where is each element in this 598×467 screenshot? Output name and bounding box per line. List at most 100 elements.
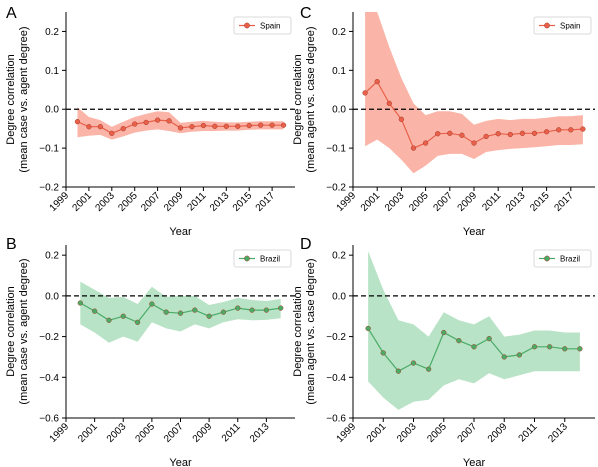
data-point: [422, 140, 429, 146]
legend: Brazil: [533, 249, 592, 268]
data-point: [192, 307, 198, 313]
x-tick-label: 2003: [93, 190, 117, 214]
x-tick-label: 2007: [431, 190, 455, 214]
x-tick-label: 2007: [139, 190, 163, 214]
x-tick-label: 2011: [186, 190, 209, 213]
y-tick-label: 0.2: [45, 27, 59, 38]
data-point: [212, 123, 218, 129]
legend-label: Spain: [260, 22, 280, 31]
legend-marker: [244, 22, 250, 29]
x-tick-label: 2011: [517, 421, 540, 444]
legend-box: [233, 249, 292, 268]
data-point: [395, 368, 402, 374]
x-tick-label: 2005: [133, 421, 157, 445]
y-axis-label: Degree correlation: [5, 54, 17, 145]
x-tick-label: 2009: [191, 421, 215, 445]
x-tick-label: 2007: [162, 421, 186, 445]
data-point: [447, 130, 453, 136]
confidence-band: [365, 12, 583, 174]
y-tick-label: −0.6: [326, 414, 346, 425]
y-axis-label: Degree correlation: [292, 286, 304, 377]
data-point: [471, 344, 477, 350]
x-tick-label: 2017: [552, 190, 576, 214]
x-tick-label: 2001: [71, 190, 95, 214]
x-tick-label: 2013: [208, 190, 232, 214]
y-tick-label: 0.0: [332, 291, 346, 302]
data-point: [459, 132, 465, 138]
data-point: [109, 130, 115, 136]
data-point: [258, 122, 264, 128]
data-point: [495, 131, 501, 137]
x-tick-label: 2011: [480, 190, 503, 213]
y-tick-label: 0.1: [45, 66, 59, 77]
x-axis-label: Year: [169, 226, 192, 238]
x-tick-label: 2001: [76, 421, 100, 445]
x-tick-label: 2003: [383, 190, 407, 214]
x-tick-label: 2013: [504, 190, 528, 214]
legend-box: [533, 16, 592, 35]
y-tick-label: 0.1: [332, 66, 346, 77]
data-point: [456, 338, 462, 344]
x-tick-label: 1999: [335, 190, 359, 214]
data-point: [546, 344, 553, 350]
y-tick-label: −0.1: [326, 144, 346, 155]
data-point: [223, 123, 229, 129]
x-tick-label: 2001: [365, 421, 389, 445]
y-tick-label: −0.2: [39, 183, 59, 194]
data-point: [486, 335, 492, 342]
data-point: [220, 309, 227, 315]
data-point: [154, 117, 161, 123]
x-tick-label: 2013: [248, 421, 272, 445]
confidence-band: [368, 251, 580, 410]
data-point: [120, 126, 126, 132]
data-point: [200, 122, 207, 129]
y-tick-label: 0.2: [332, 251, 346, 262]
legend: Brazil: [233, 249, 292, 268]
data-point: [380, 350, 386, 356]
data-point: [501, 354, 507, 360]
data-point: [410, 145, 417, 151]
data-point: [189, 124, 195, 130]
x-tick-label: 2009: [486, 421, 510, 445]
legend-box: [233, 16, 292, 35]
legend-label: Brazil: [560, 255, 580, 264]
data-point: [163, 309, 169, 315]
x-tick-label: 2017: [254, 190, 278, 214]
data-point: [516, 352, 523, 358]
legend-box: [533, 249, 592, 268]
panel-letter: D: [300, 236, 312, 253]
x-tick-label: 1999: [48, 190, 72, 214]
y-tick-label: −0.2: [39, 332, 59, 343]
x-tick-label: 2005: [425, 421, 449, 445]
data-point: [269, 122, 275, 128]
data-point: [471, 140, 477, 146]
y-tick-label: −0.4: [39, 373, 59, 384]
y-tick-label: −0.6: [39, 414, 59, 425]
x-tick-label: 2015: [231, 190, 255, 214]
data-point: [134, 319, 141, 325]
x-tick-label: 2005: [116, 190, 140, 214]
data-point: [91, 308, 98, 314]
data-point: [132, 121, 138, 127]
data-point: [278, 305, 284, 311]
data-point: [410, 360, 417, 366]
data-point: [507, 131, 513, 138]
data-point: [246, 122, 252, 129]
x-tick-label: 2003: [395, 421, 419, 445]
legend-marker: [544, 255, 550, 262]
x-tick-label: 2011: [220, 421, 243, 444]
panel-letter: C: [300, 5, 312, 22]
x-tick-label: 2001: [359, 190, 383, 214]
y-tick-label: 0.0: [45, 291, 59, 302]
data-point: [97, 124, 103, 130]
confidence-band: [77, 107, 284, 140]
y-tick-label: −0.2: [326, 332, 346, 343]
data-point: [580, 126, 586, 132]
x-tick-label: 2009: [456, 190, 480, 214]
data-point: [143, 119, 149, 126]
data-point: [77, 300, 83, 306]
data-point: [398, 116, 405, 122]
data-point: [120, 313, 126, 319]
